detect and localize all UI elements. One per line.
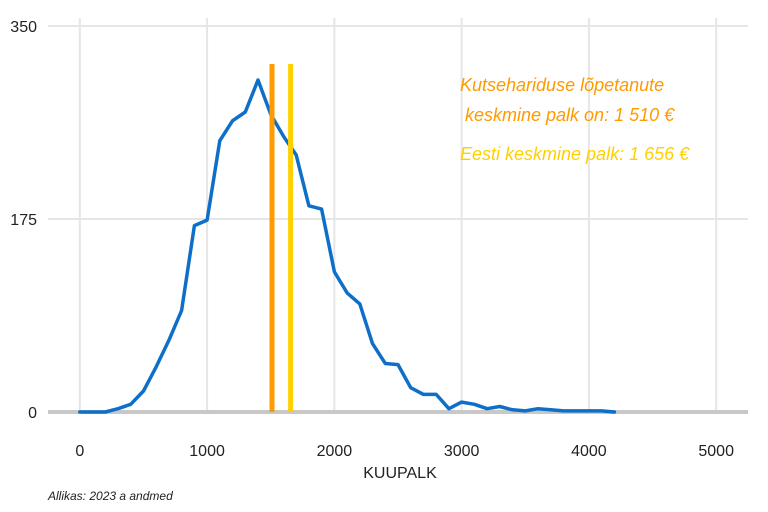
y-tick-label-350: 350 (10, 19, 37, 36)
x-tick-label-3000: 3000 (444, 443, 480, 460)
x-tick-label-4000: 4000 (571, 443, 607, 460)
tick-layer: 0 1000 2000 3000 4000 5000 0 175 350 (10, 19, 734, 460)
annotation-estonia-average: Eesti keskmine palk: 1 656 € (460, 144, 690, 164)
y-tick-label-175: 175 (10, 212, 37, 229)
vline-layer (269, 64, 294, 412)
x-axis-title: KUUPALK (363, 465, 437, 482)
annotation-layer: Kutsehariduse lõpetanute keskmine palk o… (460, 75, 690, 164)
x-tick-label-5000: 5000 (698, 443, 734, 460)
series-layer (78, 78, 617, 414)
grid (48, 18, 748, 412)
annotation-vocational-line-1: Kutsehariduse lõpetanute (460, 75, 664, 95)
x-tick-label-1000: 1000 (189, 443, 225, 460)
source-note: Allikas: 2023 a andmed (47, 489, 173, 503)
series-line-0 (78, 78, 617, 414)
annotation-vocational-line-2: keskmine palk on: 1 510 € (460, 105, 675, 125)
y-tick-label-0: 0 (28, 405, 37, 422)
x-tick-label-2000: 2000 (317, 443, 353, 460)
x-tick-label-0: 0 (75, 443, 84, 460)
